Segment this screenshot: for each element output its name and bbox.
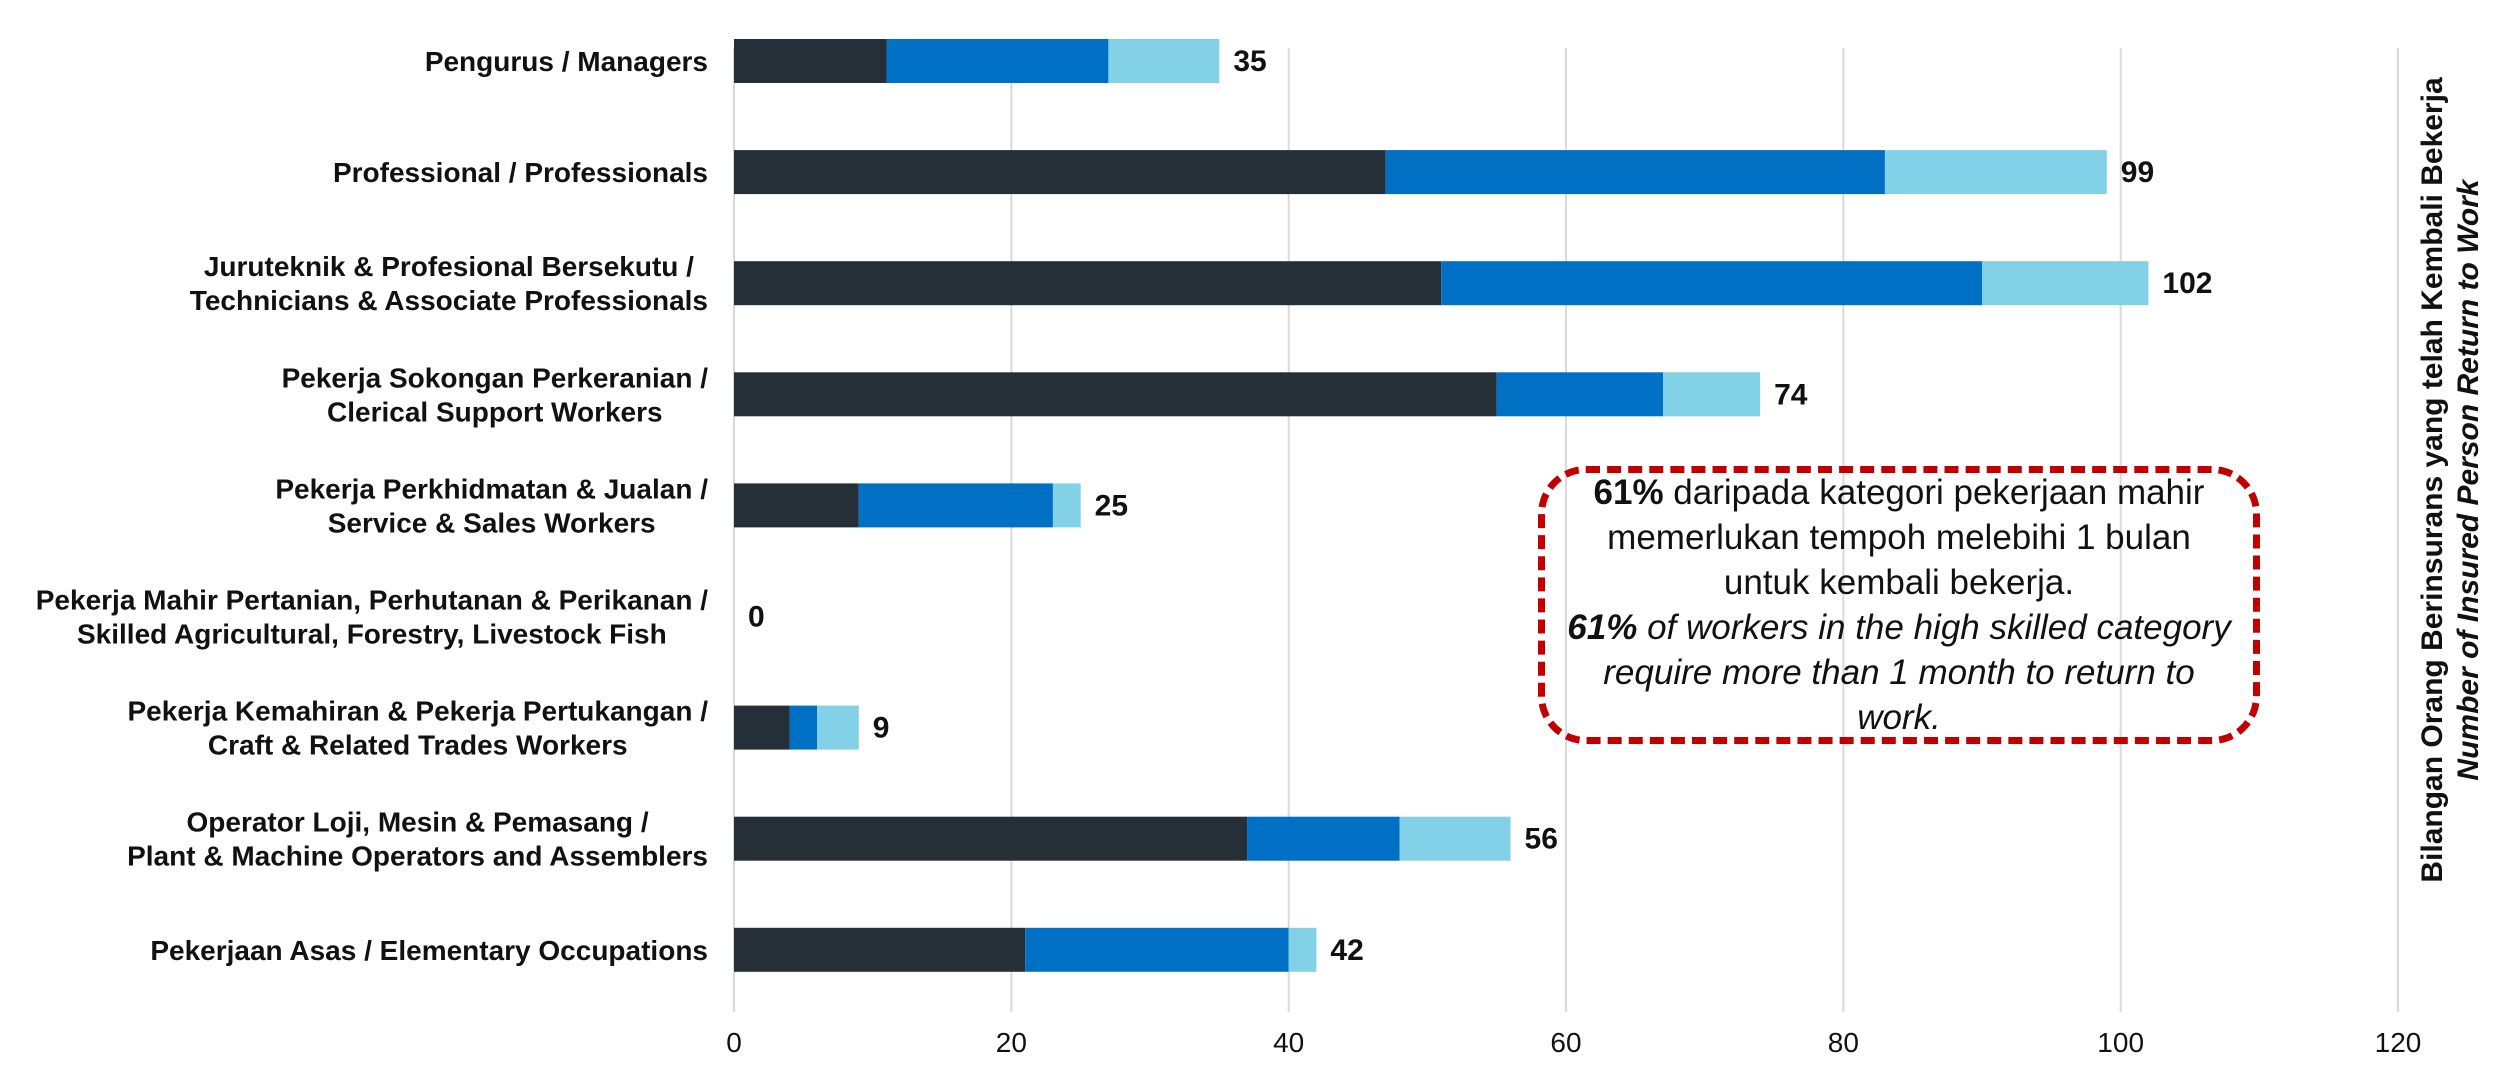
category-label: Plant & Machine Operators and Assemblers [127, 841, 708, 872]
y-axis-title-malay: Bilangan Orang Berinsurans yang telah Ke… [2416, 77, 2449, 883]
x-tick-label: 0 [726, 1027, 742, 1058]
category-label: Service & Sales Workers [328, 507, 656, 538]
bar-segment [1385, 150, 1885, 195]
bar-segment [1025, 927, 1289, 972]
bars [734, 39, 2149, 972]
bar-segment [734, 372, 1497, 417]
total-label: 42 [1330, 934, 1363, 967]
callout-malay: 61% daripada kategori pekerjaan mahir me… [1561, 470, 2237, 605]
bar-segment [858, 483, 1053, 528]
bar-segment [734, 483, 859, 528]
category-label: Professional / Professionals [333, 157, 708, 188]
bar-segment [734, 150, 1386, 195]
category-label: Skilled Agricultural, Forestry, Livestoc… [77, 619, 667, 650]
category-label: Craft & Related Trades Workers [208, 730, 628, 761]
x-tick-label: 100 [2097, 1027, 2144, 1058]
category-label: Pekerja Kemahiran & Pekerja Pertukangan … [128, 696, 709, 727]
x-tick-label: 40 [1273, 1027, 1304, 1058]
category-label: Operator Loji, Mesin & Pemasang / [186, 807, 648, 838]
bar-segment [886, 39, 1109, 83]
category-label: Pengurus / Managers [425, 46, 708, 77]
total-label: 99 [2121, 156, 2154, 189]
bar-segment [1884, 150, 2107, 195]
callout-box: 61% daripada kategori pekerjaan mahir me… [1538, 466, 2260, 744]
category-label: Pekerja Mahir Pertanian, Perhutanan & Pe… [36, 585, 708, 616]
callout-malay-pct: 61% [1593, 473, 1664, 512]
total-label: 74 [1774, 378, 1808, 411]
bar-segment [1052, 483, 1081, 528]
total-label: 0 [748, 601, 765, 634]
callout-malay-text: daripada kategori pekerjaan mahir memerl… [1607, 473, 2205, 602]
bar-segment [734, 816, 1248, 861]
category-label: Pekerjaan Asas / Elementary Occupations [150, 935, 708, 966]
bar-segment [1399, 816, 1511, 861]
total-label: 56 [1525, 823, 1558, 856]
bar-segment [1247, 816, 1400, 861]
callout-english-text: of workers in the high skilled category … [1603, 608, 2231, 737]
category-label: Pekerja Sokongan Perkeranian / [282, 362, 709, 393]
category-label: Technicians & Associate Professionals [190, 285, 708, 316]
bar-segment [1496, 372, 1664, 417]
bar-segment [1288, 927, 1317, 972]
bar-segment [789, 705, 818, 750]
total-label: 9 [873, 712, 890, 745]
bar-segment [734, 705, 790, 750]
bar-segment [734, 927, 1026, 972]
x-tick-labels: 0 20 40 60 80 100 120 [726, 1027, 2421, 1058]
bar-segment [734, 39, 887, 83]
x-tick-label: 80 [1828, 1027, 1859, 1058]
x-tick-label: 60 [1550, 1027, 1581, 1058]
category-label: Pekerja Perkhidmatan & Jualan / [275, 473, 708, 504]
bar-segment [1982, 261, 2149, 306]
category-labels: Pengurus / Managers Professional / Profes… [36, 46, 708, 966]
category-label: Juruteknik & Profesional Bersekutu / [204, 251, 694, 282]
y-axis-title: Bilangan Orang Berinsurans yang telah Ke… [2416, 77, 2485, 883]
x-tick-label: 120 [2375, 1027, 2422, 1058]
bar-segment [1663, 372, 1761, 417]
total-label: 102 [2162, 267, 2212, 300]
total-label: 35 [1233, 45, 1266, 78]
category-label: Clerical Support Workers [327, 396, 663, 427]
total-label: 25 [1095, 489, 1128, 522]
bar-segment [734, 261, 1442, 306]
bar-segment [817, 705, 859, 750]
bar-segment [1108, 39, 1220, 83]
y-axis-title-english: Number of Insured Person Return to Work [2452, 178, 2485, 780]
callout-english: 61% of workers in the high skilled categ… [1561, 605, 2237, 740]
total-labels: 35 99 102 74 25 0 9 56 42 [748, 45, 2212, 967]
x-tick-label: 20 [996, 1027, 1027, 1058]
callout-english-pct: 61% [1567, 608, 1638, 647]
gridlines [733, 48, 2399, 1012]
bar-segment [1441, 261, 1982, 306]
